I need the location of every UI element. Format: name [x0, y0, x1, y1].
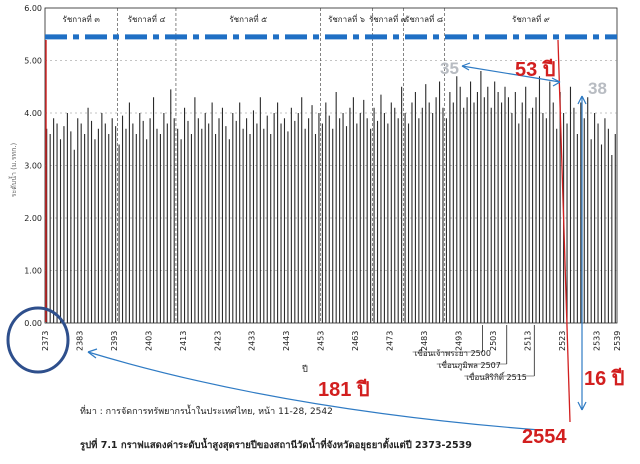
x-tick-label: 2443 [282, 331, 291, 351]
x-tick-label: 2483 [420, 331, 429, 351]
dam-label: เขื่อนเจ้าพระยา 2500 [415, 347, 491, 358]
y-tick-label: 0.00 [24, 319, 42, 328]
y-tick-label: 5.00 [24, 57, 42, 66]
grid-lines [45, 60, 617, 271]
annotation-arrows [87, 62, 587, 431]
source-note: ที่มา : การจัดการทรัพยากรน้ำในประเทศไทย,… [80, 404, 333, 417]
reign-label: รัชกาลที่ ๖ [328, 13, 365, 24]
origin-highlight-circle [6, 306, 70, 374]
x-axis-ticks: 2373 2383 2393 2403 2413 2423 2433 2443 2453 2463… [41, 331, 622, 351]
reign-label: รัชกาลที่ ๕ [229, 13, 267, 24]
reign-dividers [117, 8, 446, 323]
y-axis-ticks: 0.00 1.00 2.00 3.00 4.00 5.00 6.00 [24, 4, 42, 328]
label-35: 35 [440, 59, 459, 78]
x-tick-label: 2373 [41, 331, 50, 351]
arrow-53-tip-right [551, 77, 561, 87]
figure-caption: รูปที่ 7.1 กราฟแสดงค่าระดับน้ำสูงสุดรายป… [80, 437, 472, 452]
x-tick-label: 2433 [248, 331, 257, 351]
x-tick-label: 2423 [213, 331, 222, 351]
arrow-16-tip-top [577, 95, 587, 105]
x-tick-label: 2503 [489, 331, 498, 351]
x-tick-label: 2403 [144, 331, 153, 351]
y-tick-label: 2.00 [24, 214, 42, 223]
x-tick-label: 2413 [179, 331, 188, 351]
x-tick-label: 2453 [317, 331, 326, 351]
x-tick-label: 2473 [386, 331, 395, 351]
y-tick-label: 4.00 [24, 109, 42, 118]
label-181-years: 181 ปี [318, 378, 370, 401]
arrow-16-tip-bottom [577, 401, 587, 411]
arrow-181 [87, 351, 541, 431]
reign-label: รัชกาลที่ ๘ [405, 13, 443, 24]
x-tick-label: 2523 [558, 331, 567, 351]
x-tick-label: 2393 [110, 331, 119, 351]
arrow-53 [461, 65, 561, 83]
dam-label: เขื่อนสิริกิติ์ 2515 [466, 371, 527, 382]
label-53-years: 53 ปี [515, 58, 556, 81]
reign-label: รัชกาลที่ ๔ [128, 13, 166, 24]
x-tick-label: 2463 [351, 331, 360, 351]
y-tick-label: 3.00 [24, 162, 42, 171]
x-tick-label: 2493 [454, 331, 463, 351]
arrow-181-tip [87, 348, 98, 359]
bar-series [46, 71, 616, 323]
x-axis-label: ปี [302, 364, 308, 375]
x-tick-label: 2513 [523, 331, 532, 351]
arrow-53-tip-left [461, 62, 471, 71]
label-2554: 2554 [522, 426, 567, 448]
dam-label: เขื่อนภูมิพล 2507 [439, 359, 501, 371]
y-tick-label: 6.00 [24, 4, 42, 13]
y-tick-label: 1.00 [24, 267, 42, 276]
x-tick-label: 2533 [592, 331, 601, 351]
label-38: 38 [588, 79, 607, 98]
reign-label: รัชกาลที่ ๙ [512, 13, 550, 24]
x-tick-label: 2539 [613, 331, 622, 351]
x-tick-label: 2383 [75, 331, 84, 351]
y-axis-label: ระดับน้ำ (ม.รทก.) [7, 142, 18, 197]
reign-labels: รัชกาลที่ ๓ รัชกาลที่ ๔ รัชกาลที่ ๕ รัชกาลท… [63, 13, 550, 24]
marker-2554-line [557, 39, 571, 423]
reign-label: รัชกาลที่ ๗ [369, 13, 407, 24]
reign-label: รัชกาลที่ ๓ [63, 13, 101, 24]
label-16-years: 16 ปี [584, 367, 625, 390]
